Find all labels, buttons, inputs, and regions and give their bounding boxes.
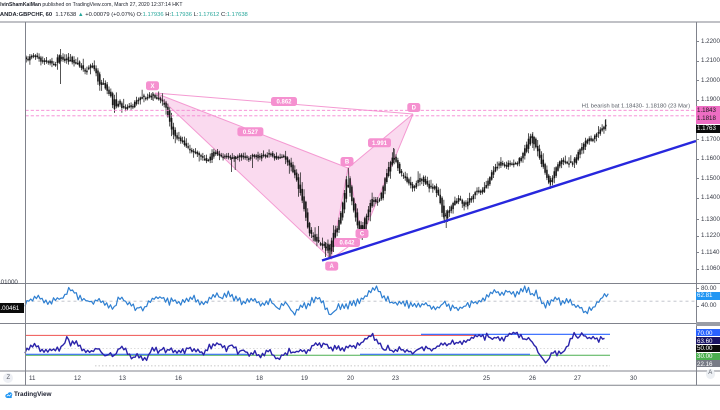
svg-text:1.991: 1.991 <box>372 141 388 147</box>
svg-text:A: A <box>330 264 335 270</box>
svg-text:0.527: 0.527 <box>243 130 259 136</box>
svg-text:D: D <box>412 106 417 112</box>
svg-text:B: B <box>345 160 350 166</box>
svg-text:0.642: 0.642 <box>339 241 355 247</box>
svg-text:X: X <box>150 84 154 90</box>
svg-text:C: C <box>360 232 365 238</box>
svg-text:0.862: 0.862 <box>276 100 292 106</box>
svg-text:H1 bearish bat 1.18430- 1.1818: H1 bearish bat 1.18430- 1.18180 (23 Mar) <box>582 104 690 110</box>
